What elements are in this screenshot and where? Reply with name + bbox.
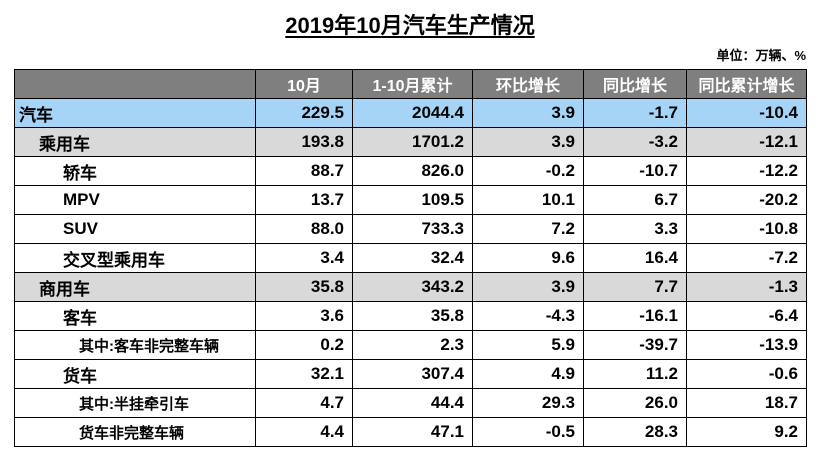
value-cell: -12.1 (686, 127, 807, 157)
value-cell: 3.4 (255, 243, 353, 273)
value-cell: -39.7 (583, 330, 687, 360)
value-cell: 7.2 (472, 214, 584, 244)
value-cell: 6.7 (583, 185, 687, 215)
production-table: 10月 1-10月累计 环比增长 同比增长 同比累计增长 汽车 229.5 2044… (14, 69, 807, 447)
value-cell: -4.3 (472, 301, 584, 331)
value-cell: 2.3 (352, 330, 473, 360)
table-row: 商用车 35.8 343.2 3.9 7.7 -1.3 (14, 272, 807, 302)
value-cell: -10.7 (583, 156, 687, 186)
value-cell: -3.2 (583, 127, 687, 157)
unit-label: 单位：万辆、% (716, 48, 806, 63)
value-cell: 4.9 (472, 359, 584, 389)
value-cell: 10.1 (472, 185, 584, 215)
row-label: MPV (14, 185, 256, 215)
value-cell: -0.6 (686, 359, 807, 389)
table-row: 乘用车 193.8 1701.2 3.9 -3.2 -12.1 (14, 127, 807, 157)
value-cell: 307.4 (352, 359, 473, 389)
value-cell: 1701.2 (352, 127, 473, 157)
row-label: 客车 (14, 301, 256, 331)
value-cell: 35.8 (255, 272, 353, 302)
value-cell: 88.0 (255, 214, 353, 244)
header-cell: 10月 (255, 69, 353, 99)
header-cell (14, 69, 256, 99)
value-cell: 3.9 (472, 98, 584, 128)
value-cell: 9.2 (686, 417, 807, 447)
value-cell: 16.4 (583, 243, 687, 273)
table-row: 汽车 229.5 2044.4 3.9 -1.7 -10.4 (14, 98, 807, 128)
value-cell: 826.0 (352, 156, 473, 186)
value-cell: 32.1 (255, 359, 353, 389)
table-row: 交叉型乘用车 3.4 32.4 9.6 16.4 -7.2 (14, 243, 807, 273)
value-cell: -10.4 (686, 98, 807, 128)
value-cell: 29.3 (472, 388, 584, 418)
value-cell: 0.2 (255, 330, 353, 360)
value-cell: -16.1 (583, 301, 687, 331)
value-cell: 343.2 (352, 272, 473, 302)
value-cell: 13.7 (255, 185, 353, 215)
value-cell: 109.5 (352, 185, 473, 215)
value-cell: 18.7 (686, 388, 807, 418)
row-label: 汽车 (14, 98, 256, 128)
header-cell: 同比累计增长 (686, 69, 807, 99)
row-label: 交叉型乘用车 (14, 243, 256, 273)
value-cell: -13.9 (686, 330, 807, 360)
value-cell: 11.2 (583, 359, 687, 389)
table-row: SUV 88.0 733.3 7.2 3.3 -10.8 (14, 214, 807, 244)
value-cell: -12.2 (686, 156, 807, 186)
page-title-text: 2019年10月汽车生产情况 (285, 13, 535, 38)
row-label: 商用车 (14, 272, 256, 302)
page-title: 2019年10月汽车生产情况 (0, 8, 820, 40)
row-label: 其中:半挂牵引车 (14, 388, 256, 418)
value-cell: 4.4 (255, 417, 353, 447)
value-cell: 3.9 (472, 272, 584, 302)
value-cell: 229.5 (255, 98, 353, 128)
table-header-row: 10月 1-10月累计 环比增长 同比增长 同比累计增长 (14, 69, 807, 99)
row-label: 其中:客车非完整车辆 (14, 330, 256, 360)
row-label: 轿车 (14, 156, 256, 186)
value-cell: -10.8 (686, 214, 807, 244)
value-cell: 2044.4 (352, 98, 473, 128)
value-cell: 32.4 (352, 243, 473, 273)
value-cell: -1.3 (686, 272, 807, 302)
value-cell: 9.6 (472, 243, 584, 273)
value-cell: 193.8 (255, 127, 353, 157)
table-row: 轿车 88.7 826.0 -0.2 -10.7 -12.2 (14, 156, 807, 186)
header-cell: 环比增长 (472, 69, 584, 99)
value-cell: 26.0 (583, 388, 687, 418)
value-cell: 733.3 (352, 214, 473, 244)
value-cell: -6.4 (686, 301, 807, 331)
value-cell: 3.3 (583, 214, 687, 244)
value-cell: -1.7 (583, 98, 687, 128)
table-row: MPV 13.7 109.5 10.1 6.7 -20.2 (14, 185, 807, 215)
header-cell: 1-10月累计 (352, 69, 473, 99)
value-cell: -7.2 (686, 243, 807, 273)
value-cell: 44.4 (352, 388, 473, 418)
value-cell: -0.5 (472, 417, 584, 447)
value-cell: 4.7 (255, 388, 353, 418)
value-cell: -20.2 (686, 185, 807, 215)
table-row: 货车非完整车辆 4.4 47.1 -0.5 28.3 9.2 (14, 417, 807, 447)
value-cell: 7.7 (583, 272, 687, 302)
header-cell: 同比增长 (583, 69, 687, 99)
table-body: 汽车 229.5 2044.4 3.9 -1.7 -10.4 乘用车 193.8 1701.2 3… (14, 98, 807, 447)
row-label: 乘用车 (14, 127, 256, 157)
row-label: 货车非完整车辆 (14, 417, 256, 447)
value-cell: 3.6 (255, 301, 353, 331)
value-cell: -0.2 (472, 156, 584, 186)
value-cell: 35.8 (352, 301, 473, 331)
table-row: 客车 3.6 35.8 -4.3 -16.1 -6.4 (14, 301, 807, 331)
table-row: 其中:客车非完整车辆 0.2 2.3 5.9 -39.7 -13.9 (14, 330, 807, 360)
row-label: 货车 (14, 359, 256, 389)
table-row: 货车 32.1 307.4 4.9 11.2 -0.6 (14, 359, 807, 389)
table-row: 其中:半挂牵引车 4.7 44.4 29.3 26.0 18.7 (14, 388, 807, 418)
value-cell: 28.3 (583, 417, 687, 447)
value-cell: 3.9 (472, 127, 584, 157)
value-cell: 88.7 (255, 156, 353, 186)
row-label: SUV (14, 214, 256, 244)
value-cell: 47.1 (352, 417, 473, 447)
value-cell: 5.9 (472, 330, 584, 360)
